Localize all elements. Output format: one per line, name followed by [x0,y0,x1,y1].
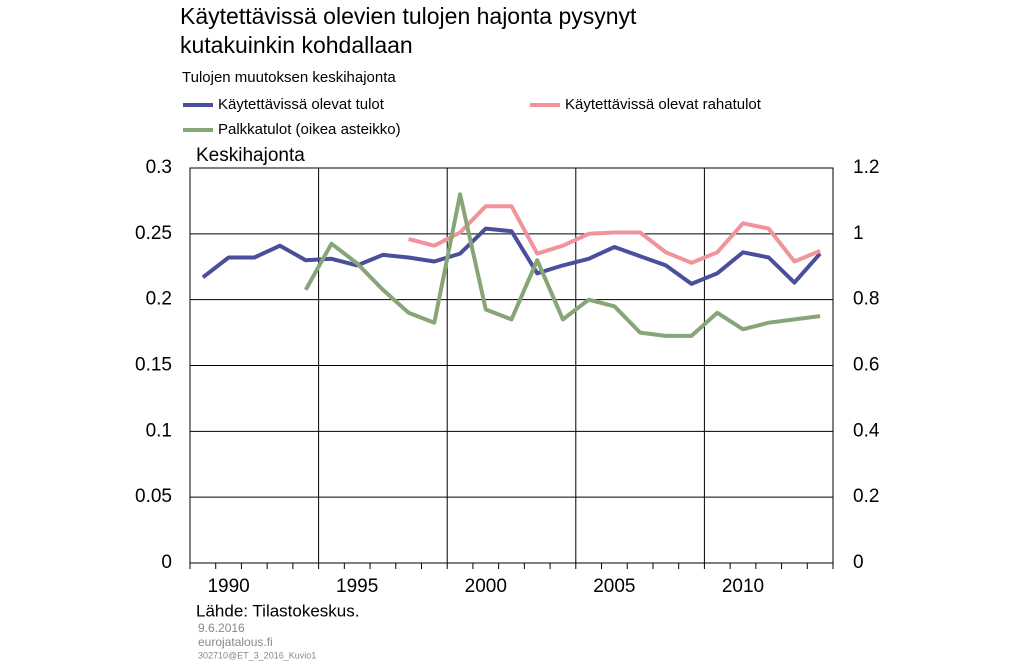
y2-tick-label: 1.2 [853,157,879,178]
legend-label: Käytettävissä olevat tulot [218,96,385,113]
source: Lähde: Tilastokeskus. [196,601,359,620]
y-tick-label: 0 [161,552,172,573]
series-line [408,204,821,265]
y-tick-label: 0.15 [135,355,172,376]
x-tick-label: 2005 [593,576,635,597]
chart-title: kutakuinkin kohdallaan [180,32,413,58]
y2-tick-label: 0.2 [853,486,879,507]
x-tick-label: 1995 [336,576,378,597]
legend-label: Palkkatulot (oikea asteikko) [218,121,401,138]
series-line [201,226,822,286]
y2-tick-label: 1 [853,223,864,244]
y-tick-label: 0.2 [146,289,172,310]
x-tick-label: 2000 [465,576,507,597]
chart-title: Käytettävissä olevien tulojen hajonta py… [180,3,637,29]
series-line [303,192,821,338]
x-tick-label: 1990 [207,576,249,597]
y2-tick-label: 0 [853,552,864,573]
legend-label: Käytettävissä olevat rahatulot [565,96,762,113]
y2-tick-label: 0.6 [853,355,879,376]
y-axis-label: Keskihajonta [196,145,305,166]
y-tick-label: 0.3 [146,157,172,178]
footer: 9.6.2016 [198,621,245,635]
y2-tick-label: 0.4 [853,420,880,441]
y2-tick-label: 0.8 [853,289,879,310]
footer: 302710@ET_3_2016_Kuvio1 [198,650,316,660]
chart-subtitle: Tulojen muutoksen keskihajonta [182,69,396,86]
footer: eurojatalous.fi [198,635,273,649]
y-tick-label: 0.1 [146,420,172,441]
y-tick-label: 0.05 [135,486,172,507]
x-tick-label: 2010 [722,576,764,597]
y-tick-label: 0.25 [135,223,172,244]
